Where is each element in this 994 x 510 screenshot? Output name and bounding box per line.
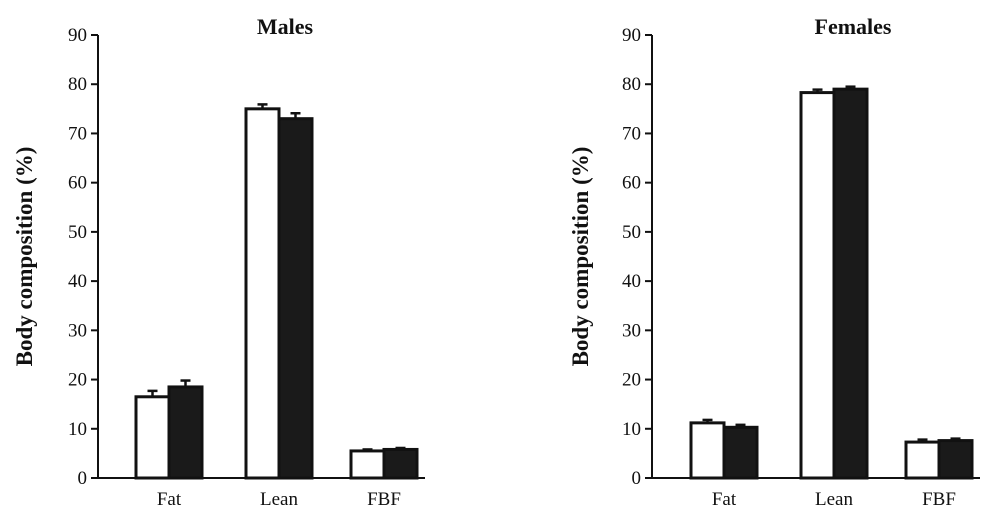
bar-lean-filled bbox=[277, 117, 314, 480]
y-tick-label: 40 bbox=[622, 271, 641, 292]
females-panel: Females Body composition (%) 0 10 20 30 40 50… bbox=[568, 14, 980, 510]
y-tick-label: 30 bbox=[68, 320, 87, 341]
panel-title: Females bbox=[815, 14, 892, 39]
x-tick-label: Fat bbox=[712, 489, 737, 510]
x-tick-label: FBF bbox=[367, 489, 401, 510]
y-tick-label: 70 bbox=[622, 123, 641, 144]
x-tick-label: Lean bbox=[260, 489, 298, 510]
y-tick-label: 90 bbox=[622, 25, 641, 46]
x-tick-label: Lean bbox=[815, 489, 853, 510]
x-tick-label: FBF bbox=[922, 489, 956, 510]
y-tick-label: 10 bbox=[622, 419, 641, 440]
panel-title: Males bbox=[257, 14, 314, 39]
y-tick-label: 0 bbox=[632, 468, 642, 489]
x-tick-label: Fat bbox=[157, 489, 182, 510]
y-axis-label: Body composition (%) bbox=[12, 147, 37, 367]
bar-fbf-open bbox=[904, 440, 941, 480]
y-tick-label: 30 bbox=[622, 320, 641, 341]
bar-lean-filled bbox=[832, 87, 869, 480]
y-tick-label: 40 bbox=[68, 271, 87, 292]
males-panel: Males Body composition (%) 0 10 20 30 40 50 60… bbox=[12, 14, 425, 510]
y-tick-label: 0 bbox=[78, 468, 88, 489]
bar-fbf-filled bbox=[382, 447, 419, 480]
y-tick-label: 50 bbox=[68, 222, 87, 243]
y-tick-label: 60 bbox=[622, 173, 641, 194]
y-tick-label: 50 bbox=[622, 222, 641, 243]
bar-fbf-open bbox=[349, 449, 386, 480]
y-tick-label: 20 bbox=[622, 370, 641, 391]
bar-fbf-filled bbox=[937, 439, 974, 480]
bar-fat-open bbox=[689, 421, 726, 480]
y-tick-label: 80 bbox=[68, 74, 87, 95]
bar-lean-open bbox=[244, 107, 281, 480]
y-tick-label: 80 bbox=[622, 74, 641, 95]
bar-fat-filled bbox=[722, 425, 759, 480]
y-axis-label: Body composition (%) bbox=[568, 147, 593, 367]
y-tick-label: 20 bbox=[68, 370, 87, 391]
y-tick-label: 60 bbox=[68, 173, 87, 194]
y-tick-label: 10 bbox=[68, 419, 87, 440]
bar-fat-filled bbox=[167, 385, 204, 480]
y-tick-label: 70 bbox=[68, 123, 87, 144]
y-tick-label: 90 bbox=[68, 25, 87, 46]
bar-fat-open bbox=[134, 395, 171, 480]
bar-lean-open bbox=[799, 91, 836, 480]
